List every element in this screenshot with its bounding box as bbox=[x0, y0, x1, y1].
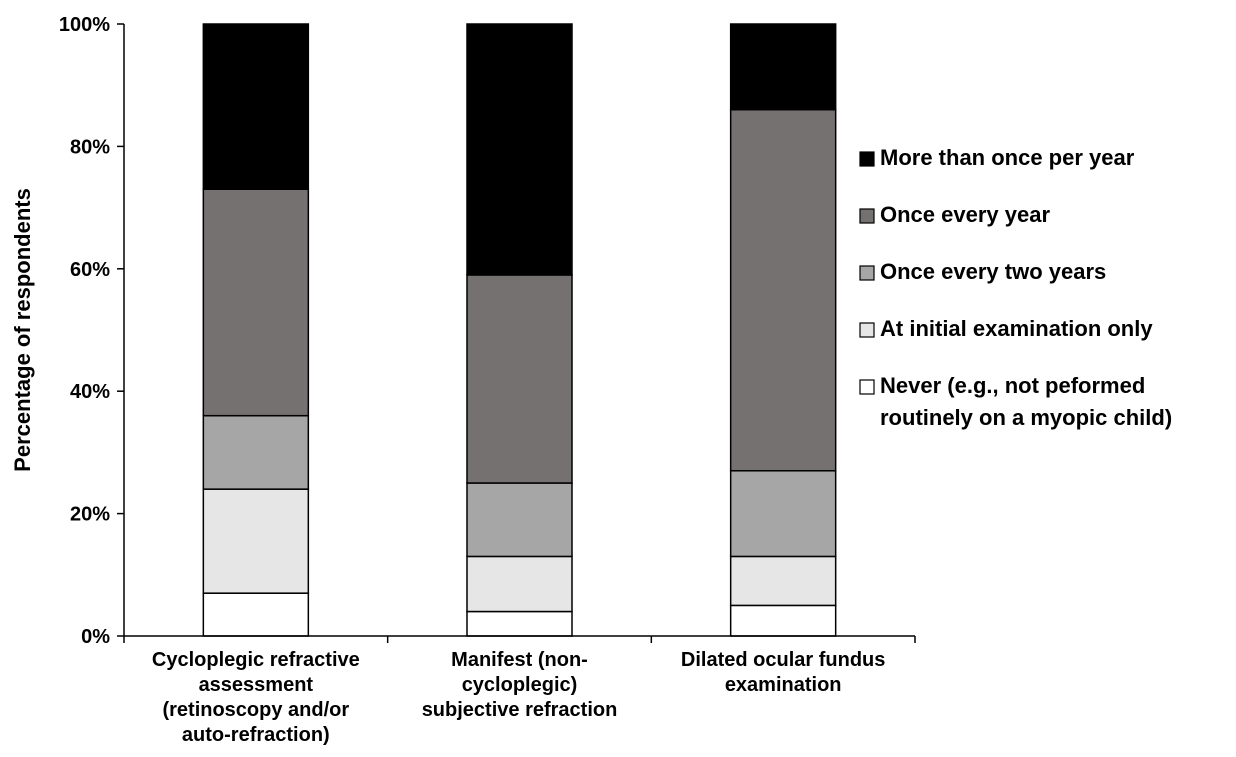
legend: More than once per year Once every year On… bbox=[859, 145, 1172, 430]
legend-label: Never (e.g., not peformed bbox=[880, 373, 1145, 398]
bar-segment bbox=[729, 555, 837, 607]
category-label: (retinoscopy and/or bbox=[162, 699, 349, 721]
bar-segment bbox=[202, 488, 310, 594]
category-label: Manifest (non- bbox=[451, 649, 588, 671]
bar-segment bbox=[202, 188, 310, 417]
y-tick-label: 40% bbox=[70, 381, 110, 403]
y-tick-label: 20% bbox=[70, 504, 110, 526]
bar-segment bbox=[202, 414, 310, 490]
y-tick-label: 100% bbox=[59, 14, 110, 36]
bar-segment bbox=[202, 592, 310, 637]
category-label: Cycloplegic refractive bbox=[152, 649, 360, 671]
legend-swatch bbox=[859, 379, 875, 395]
category-label: examination bbox=[725, 674, 842, 696]
bar-segment bbox=[729, 604, 837, 637]
legend-label: Once every year bbox=[880, 202, 1050, 227]
legend-swatch bbox=[859, 151, 875, 167]
legend-label: routinely on a myopic child) bbox=[880, 405, 1172, 430]
legend-swatch bbox=[859, 265, 875, 281]
bar-segment bbox=[729, 108, 837, 472]
legend-swatch bbox=[859, 322, 875, 338]
y-tick-label: 60% bbox=[70, 259, 110, 281]
y-axis-label: Percentage of respondents bbox=[10, 188, 35, 472]
legend-swatch bbox=[859, 208, 875, 224]
bar-segment bbox=[466, 23, 573, 276]
legend-label: Once every two years bbox=[880, 259, 1106, 284]
bar-segment bbox=[466, 482, 573, 558]
legend-label: More than once per year bbox=[880, 145, 1135, 170]
bar-segment bbox=[729, 470, 837, 558]
category-label: cycloplegic) bbox=[462, 674, 578, 696]
bar-segment bbox=[466, 555, 573, 613]
bar-segment bbox=[729, 23, 837, 111]
y-axis-ticks: 0% 20% 40% 60% 80% 100% bbox=[59, 14, 124, 648]
category-label: assessment bbox=[199, 674, 314, 696]
category-label: subjective refraction bbox=[422, 699, 618, 721]
bars bbox=[202, 23, 837, 637]
bar-segment bbox=[202, 23, 310, 190]
bar-segment bbox=[466, 274, 573, 484]
x-axis-ticks bbox=[123, 636, 916, 643]
category-labels: Cycloplegic refractive assessment (retinos… bbox=[152, 649, 886, 746]
legend-label: At initial examination only bbox=[880, 316, 1153, 341]
category-label: auto-refraction) bbox=[182, 724, 330, 746]
y-tick-label: 80% bbox=[70, 136, 110, 158]
bar-segment bbox=[466, 610, 573, 637]
y-tick-label: 0% bbox=[81, 626, 110, 648]
category-label: Dilated ocular fundus bbox=[681, 649, 885, 671]
